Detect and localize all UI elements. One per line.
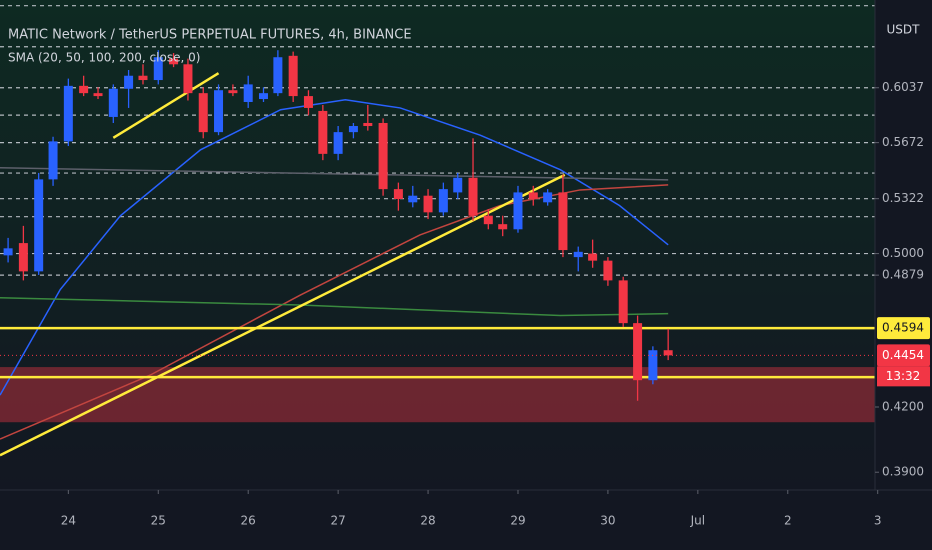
y-tick-label: 0.5000 — [882, 246, 924, 260]
candle-body — [108, 88, 118, 117]
candle-body — [363, 122, 373, 127]
time-axis — [0, 490, 875, 550]
candle-body — [498, 224, 508, 230]
x-tick-label: 25 — [151, 514, 166, 528]
x-tick-label: 30 — [600, 514, 615, 528]
candle-body — [468, 177, 478, 216]
candle-body — [378, 122, 388, 190]
indicator-label: SMA (20, 50, 100, 200, close, 0) — [8, 51, 200, 65]
candle-body — [528, 192, 538, 199]
candle-body — [3, 248, 13, 256]
candle-body — [453, 177, 463, 193]
candle-body — [273, 57, 283, 94]
candle-body — [258, 93, 268, 100]
x-tick-label: 3 — [874, 514, 882, 528]
candle-body — [318, 110, 328, 154]
y-tick-label: 0.3900 — [882, 465, 924, 479]
trend-line — [0, 173, 566, 457]
price-label: 0.4594 — [882, 321, 924, 335]
candle-body — [198, 93, 208, 133]
candle-body — [663, 350, 673, 356]
candle-body — [63, 85, 73, 142]
y-tick-label: 0.4879 — [882, 268, 924, 282]
y-tick-label: 0.5322 — [882, 191, 924, 205]
sma-line — [0, 184, 669, 440]
x-tick-label: 2 — [784, 514, 792, 528]
candle-body — [124, 75, 134, 89]
candle-body — [214, 90, 224, 133]
candle-body — [408, 195, 418, 203]
candle-body — [393, 189, 403, 199]
candle-body — [633, 323, 643, 381]
candle-body — [93, 93, 103, 97]
y-tick-label: 0.5672 — [882, 135, 924, 149]
candle-body — [48, 141, 58, 180]
x-tick-label: 28 — [420, 514, 435, 528]
trend-line — [112, 72, 220, 139]
candle-body — [648, 350, 658, 381]
sma-line — [0, 297, 669, 317]
x-tick-label: 26 — [241, 514, 256, 528]
price-label: 0.4454 — [882, 348, 924, 362]
candle-body — [618, 280, 628, 324]
countdown-box — [877, 366, 930, 387]
sma-line — [0, 99, 669, 396]
x-tick-label: 29 — [510, 514, 525, 528]
candle-body — [333, 132, 343, 154]
candle-body — [483, 215, 493, 225]
candle-body — [243, 84, 253, 102]
candle-body — [153, 57, 163, 81]
candle-body — [513, 192, 523, 230]
candle-body — [18, 243, 28, 272]
candle-body — [543, 192, 553, 203]
candle-body — [423, 195, 433, 213]
candle-body — [183, 64, 193, 94]
x-tick-label: Jul — [690, 514, 705, 528]
zone — [0, 367, 875, 423]
price-label-box — [877, 317, 930, 340]
currency: USDT — [887, 23, 921, 37]
candle-body — [573, 251, 583, 258]
candle-body — [79, 85, 89, 94]
y-tick-label: 0.6037 — [882, 80, 924, 94]
candle-body — [138, 75, 148, 81]
price-label-box — [877, 344, 930, 367]
candle-body — [558, 192, 568, 251]
x-tick-label: 27 — [330, 514, 345, 528]
price-axis — [875, 0, 932, 550]
candle-body — [288, 55, 298, 97]
countdown: 13:32 — [886, 369, 921, 383]
candle-body — [348, 126, 358, 133]
candle-body — [34, 179, 44, 272]
candle-body — [603, 260, 613, 281]
candle-body — [169, 58, 179, 65]
axes: 0.6037 0.5672 0.5322 0.5000 0.4879 0.4200 0.39… — [61, 80, 930, 528]
plot — [0, 5, 875, 457]
y-tick-label: 0.4200 — [882, 400, 924, 414]
plot-background — [0, 0, 875, 490]
candle-body — [228, 90, 238, 94]
x-tick-label: 24 — [61, 514, 76, 528]
candle-body — [438, 189, 448, 213]
candle-body — [303, 96, 313, 108]
chart-title: MATIC Network / TetherUS PERPETUAL FUTUR… — [8, 28, 412, 43]
candle-body — [588, 253, 598, 261]
